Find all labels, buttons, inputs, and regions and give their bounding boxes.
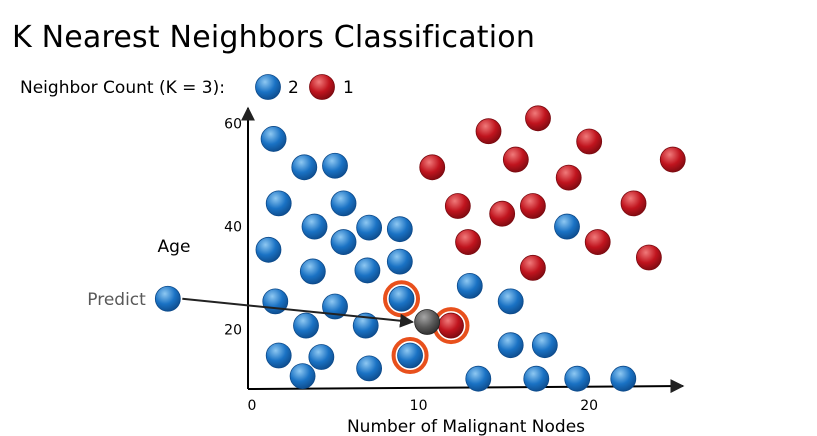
blue-point bbox=[352, 312, 379, 339]
blue-point bbox=[386, 216, 413, 243]
blue-point bbox=[397, 342, 423, 369]
red-point bbox=[519, 254, 546, 281]
red-point bbox=[455, 229, 481, 255]
red-point bbox=[438, 312, 464, 339]
x-axis-label: Number of Malignant Nodes bbox=[347, 417, 585, 436]
blue-point bbox=[255, 236, 282, 263]
blue-point bbox=[301, 213, 328, 240]
blue-point bbox=[330, 190, 357, 217]
red-point bbox=[475, 118, 502, 145]
blue-point bbox=[497, 332, 524, 359]
blue-point bbox=[354, 257, 381, 284]
blue-point bbox=[554, 213, 580, 240]
x-tick-label: 20 bbox=[580, 398, 598, 414]
predict-label: Predict bbox=[87, 290, 146, 310]
blue-point bbox=[265, 190, 292, 217]
legend-label: Neighbor Count (K = 3): bbox=[20, 78, 225, 98]
blue-point bbox=[299, 258, 326, 285]
red-point bbox=[576, 128, 603, 155]
blue-point bbox=[330, 229, 357, 255]
red-point bbox=[502, 146, 529, 173]
blue-point bbox=[291, 154, 318, 181]
blue-point bbox=[260, 126, 287, 152]
red-point bbox=[620, 190, 647, 217]
red-point bbox=[555, 164, 582, 191]
page-title: K Nearest Neighbors Classification bbox=[12, 20, 536, 55]
blue-point bbox=[531, 332, 558, 359]
blue-point bbox=[497, 288, 524, 315]
red-point bbox=[444, 193, 471, 219]
y-tick-label: 40 bbox=[224, 220, 242, 236]
red-point bbox=[525, 105, 551, 132]
blue-point bbox=[289, 363, 316, 390]
blue-point bbox=[356, 355, 383, 382]
legend-blue-count: 2 bbox=[288, 78, 299, 98]
blue-point bbox=[265, 342, 292, 369]
blue-point bbox=[523, 365, 550, 392]
blue-point bbox=[465, 365, 492, 392]
red-point bbox=[419, 154, 446, 181]
blue-point bbox=[262, 288, 289, 315]
predict-marker bbox=[154, 285, 181, 312]
blue-point bbox=[293, 312, 319, 339]
y-tick-label: 20 bbox=[224, 323, 242, 339]
blue-point bbox=[322, 152, 348, 179]
blue-point bbox=[610, 365, 637, 392]
blue-point bbox=[564, 365, 591, 392]
red-point bbox=[584, 229, 611, 255]
nearest-neighbor-ring bbox=[391, 336, 429, 374]
legend-blue-marker bbox=[255, 74, 281, 100]
y-axis-label: Age bbox=[158, 237, 191, 257]
x-axis bbox=[247, 379, 685, 394]
blue-point bbox=[356, 214, 383, 241]
predict-arrow bbox=[182, 297, 415, 328]
y-tick-label: 60 bbox=[224, 116, 242, 132]
query-point bbox=[414, 309, 441, 335]
blue-point bbox=[456, 272, 483, 299]
blue-point bbox=[388, 285, 415, 312]
red-point bbox=[519, 193, 546, 219]
x-tick-label: 0 bbox=[248, 398, 257, 414]
red-point bbox=[489, 200, 516, 227]
blue-point bbox=[386, 248, 413, 275]
x-tick-label: 10 bbox=[410, 398, 428, 414]
legend-red-marker bbox=[309, 74, 335, 100]
legend-red-count: 1 bbox=[343, 78, 354, 98]
red-point bbox=[635, 244, 662, 271]
blue-point bbox=[308, 344, 335, 370]
red-point bbox=[659, 146, 686, 173]
